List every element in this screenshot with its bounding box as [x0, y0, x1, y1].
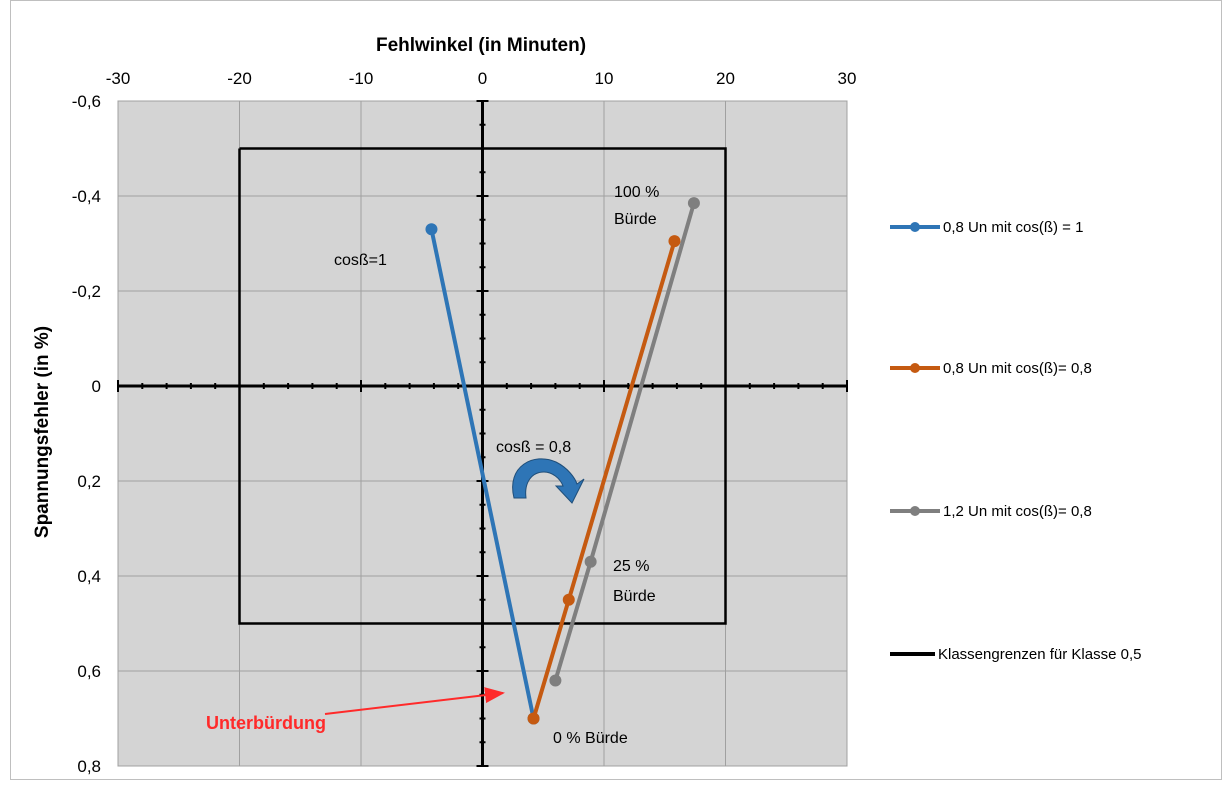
legend-label: Klassengrenzen für Klasse 0,5	[938, 646, 1141, 663]
legend-label: 0,8 Un mit cos(ß) = 1	[943, 219, 1083, 236]
y-tick-label: 0,8	[77, 757, 101, 776]
series-point-3	[584, 555, 597, 568]
annotation-cos08: cosß = 0,8	[496, 439, 571, 456]
x-axis-title: Fehlwinkel (in Minuten)	[376, 35, 586, 56]
y-tick-label: 0	[92, 377, 101, 396]
y-tick-label: 0,2	[77, 472, 101, 491]
annotation-burden100-line2: Bürde	[614, 211, 657, 228]
x-tick-label: 20	[716, 69, 735, 88]
class-limit-line	[238, 147, 727, 625]
series-line-1	[429, 228, 536, 719]
x-tick-label: 30	[838, 69, 857, 88]
annotations: cosß=1 cosß = 0,8 100 % Bürde 25 % Bürde…	[206, 184, 659, 747]
annotation-burden25-line1: 25 %	[613, 558, 649, 575]
tick-labels: -30 -20 -10 0 10 20 30 -0,6 -0,4 -0,2 0 0,2 0,4 0,6 0,…	[72, 69, 857, 776]
axes	[117, 100, 848, 767]
x-tick-label: -20	[227, 69, 252, 88]
legend: 0,8 Un mit cos(ß) = 1 0,8 Un mit cos(ß)= …	[890, 219, 1141, 663]
curved-rotation-arrow	[512, 458, 585, 504]
series-point-1	[425, 223, 438, 236]
legend-swatch-marker	[910, 506, 920, 516]
legend-label: 0,8 Un mit cos(ß)= 0,8	[943, 360, 1092, 377]
y-tick-label: -0,2	[72, 282, 101, 301]
y-tick-label: 0,4	[77, 567, 101, 586]
x-tick-label: 0	[478, 69, 487, 88]
series-point-3	[687, 197, 700, 210]
class-limit-box	[238, 147, 727, 625]
annotation-burden100-line1: 100 %	[614, 184, 659, 201]
annotation-burden25-line2: Bürde	[613, 588, 656, 605]
series-point-2	[668, 235, 681, 248]
annotation-underburden: Unterbürdung	[206, 713, 326, 733]
series-point-2	[562, 593, 575, 606]
series-point-2	[527, 712, 540, 725]
legend-swatch-marker	[910, 222, 920, 232]
x-tick-label: -10	[349, 69, 374, 88]
y-tick-label: -0,4	[72, 187, 101, 206]
data-series	[425, 197, 700, 725]
annotation-burden0: 0 % Bürde	[553, 730, 628, 747]
y-tick-label: -0,6	[72, 92, 101, 111]
legend-label: 1,2 Un mit cos(ß)= 0,8	[943, 503, 1092, 520]
x-tick-label: 10	[595, 69, 614, 88]
y-tick-label: 0,6	[77, 662, 101, 681]
series-point-3	[549, 674, 562, 687]
x-tick-label: -30	[106, 69, 131, 88]
underburden-arrow	[324, 687, 505, 715]
annotation-cos1: cosß=1	[334, 252, 387, 269]
y-axis-title: Spannungsfehler (in %)	[32, 326, 53, 538]
legend-swatch-marker	[910, 363, 920, 373]
